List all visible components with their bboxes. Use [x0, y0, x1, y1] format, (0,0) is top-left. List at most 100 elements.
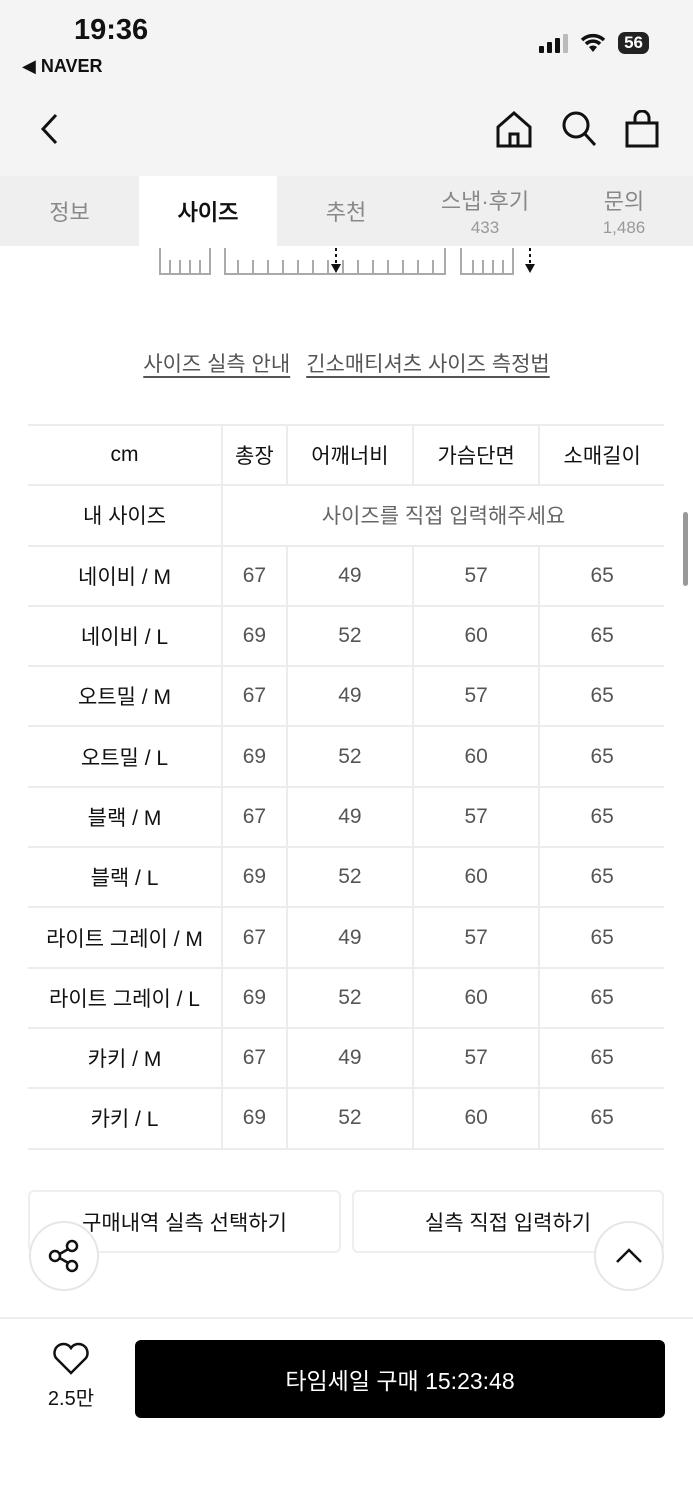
size-value: 57 — [412, 907, 540, 969]
tab-recommend[interactable]: 추천 — [277, 176, 415, 246]
tab-bar: 정보 사이즈 추천 스냅·후기 433 문의 1,486 — [0, 176, 693, 246]
size-value: 65 — [538, 786, 664, 849]
header: 19:36 ◀ NAVER 56 — [0, 0, 693, 176]
size-value: 65 — [538, 907, 664, 969]
wifi-icon — [580, 33, 606, 52]
size-value: 49 — [285, 1027, 414, 1090]
size-value: 65 — [538, 666, 664, 728]
column-header: 어깨너비 — [285, 423, 414, 487]
tab-label: 정보 — [49, 200, 90, 225]
status-time: 19:36 — [74, 14, 149, 46]
like-button[interactable]: 2.5만 — [40, 1342, 102, 1411]
size-value: 49 — [285, 786, 414, 849]
measure-method-link[interactable]: 긴소매티셔츠 사이즈 측정법 — [306, 353, 550, 376]
size-value: 69 — [221, 605, 287, 668]
my-size-input-hint[interactable]: 사이즈를 직접 입력해주세요 — [221, 485, 664, 547]
tab-label: 문의 — [603, 189, 645, 214]
shopping-bag-icon[interactable] — [625, 110, 659, 148]
size-value: 69 — [221, 726, 287, 788]
size-value: 52 — [285, 967, 414, 1029]
share-button[interactable] — [29, 1221, 99, 1291]
table-row: 블랙 / M 67 49 57 65 — [28, 786, 664, 849]
back-icon[interactable] — [38, 112, 62, 146]
size-value: 49 — [285, 666, 414, 728]
table-row: 네이비 / M 67 49 57 65 — [28, 545, 664, 607]
size-value: 65 — [538, 847, 664, 909]
size-value: 49 — [285, 545, 414, 607]
size-guide-link[interactable]: 사이즈 실측 안내 — [143, 353, 291, 376]
size-value: 65 — [538, 967, 664, 1029]
size-value: 52 — [285, 605, 414, 668]
size-value: 65 — [538, 545, 664, 607]
row-label: 라이트 그레이 / M — [28, 907, 222, 969]
column-header: 총장 — [221, 423, 287, 487]
size-value: 69 — [221, 847, 287, 909]
size-value: 65 — [538, 726, 664, 788]
size-value: 65 — [538, 605, 664, 668]
size-value: 60 — [412, 1088, 540, 1150]
tab-info[interactable]: 정보 — [0, 176, 139, 246]
tab-count: 433 — [470, 218, 500, 237]
table-row: 오트밀 / L 69 52 60 65 — [28, 726, 664, 788]
my-size-label: 내 사이즈 — [28, 485, 222, 547]
buy-button[interactable]: 타임세일 구매 15:23:48 — [135, 1340, 665, 1418]
size-table: cm 총장 어깨너비 가슴단면 소매길이 내 사이즈 사이즈를 직접 입력해주세… — [28, 423, 664, 1150]
table-row: 카키 / M 67 49 57 65 — [28, 1027, 664, 1090]
column-header: 가슴단면 — [412, 423, 540, 487]
signal-icon — [539, 33, 569, 53]
heart-icon — [53, 1342, 89, 1375]
size-value: 57 — [412, 666, 540, 728]
search-icon[interactable] — [561, 110, 597, 148]
row-label: 카키 / M — [28, 1027, 222, 1090]
size-value: 67 — [221, 1027, 287, 1090]
size-value: 65 — [538, 1088, 664, 1150]
measurement-diagram — [159, 248, 535, 275]
size-value: 57 — [412, 786, 540, 849]
table-row: 블랙 / L 69 52 60 65 — [28, 847, 664, 909]
tab-label: 사이즈 — [177, 200, 239, 225]
home-icon[interactable] — [495, 110, 533, 148]
tab-label: 스냅·후기 — [440, 189, 530, 214]
size-value: 69 — [221, 967, 287, 1029]
size-value: 52 — [285, 1088, 414, 1150]
like-count: 2.5만 — [47, 1388, 95, 1410]
back-to-app-link[interactable]: ◀ NAVER — [22, 56, 103, 76]
size-value: 67 — [221, 545, 287, 607]
size-value: 57 — [412, 545, 540, 607]
size-value: 67 — [221, 666, 287, 728]
size-value: 65 — [538, 1027, 664, 1090]
tab-count: 1,486 — [602, 218, 646, 237]
battery-icon: 56 — [618, 32, 649, 54]
tab-label: 추천 — [325, 200, 367, 225]
size-value: 60 — [412, 847, 540, 909]
scrollbar[interactable] — [683, 512, 688, 586]
row-label: 오트밀 / M — [28, 666, 222, 728]
tab-size[interactable]: 사이즈 — [139, 176, 277, 246]
status-icons: 56 — [539, 32, 649, 54]
row-label: 블랙 / M — [28, 786, 222, 849]
scroll-top-button[interactable] — [594, 1221, 664, 1291]
column-header: 소매길이 — [538, 423, 664, 487]
size-value: 69 — [221, 1088, 287, 1150]
tab-inquiry[interactable]: 문의 1,486 — [555, 176, 693, 246]
table-row: 카키 / L 69 52 60 65 — [28, 1088, 664, 1150]
share-icon — [48, 1239, 79, 1273]
row-label: 네이비 / L — [28, 605, 222, 668]
size-value: 60 — [412, 605, 540, 668]
row-label: 오트밀 / L — [28, 726, 222, 788]
size-value: 52 — [285, 726, 414, 788]
size-value: 49 — [285, 907, 414, 969]
my-size-row[interactable]: 내 사이즈 사이즈를 직접 입력해주세요 — [28, 485, 664, 547]
table-header-row: cm 총장 어깨너비 가슴단면 소매길이 — [28, 423, 664, 487]
table-row: 라이트 그레이 / M 67 49 57 65 — [28, 907, 664, 969]
size-value: 67 — [221, 907, 287, 969]
chevron-up-icon — [616, 1248, 642, 1263]
table-row: 오트밀 / M 67 49 57 65 — [28, 666, 664, 728]
tab-reviews[interactable]: 스냅·후기 433 — [415, 176, 555, 246]
row-label: 라이트 그레이 / L — [28, 967, 222, 1029]
table-row: 네이비 / L 69 52 60 65 — [28, 605, 664, 668]
row-label: 네이비 / M — [28, 545, 222, 607]
size-value: 60 — [412, 967, 540, 1029]
size-value: 52 — [285, 847, 414, 909]
table-row: 라이트 그레이 / L 69 52 60 65 — [28, 967, 664, 1029]
